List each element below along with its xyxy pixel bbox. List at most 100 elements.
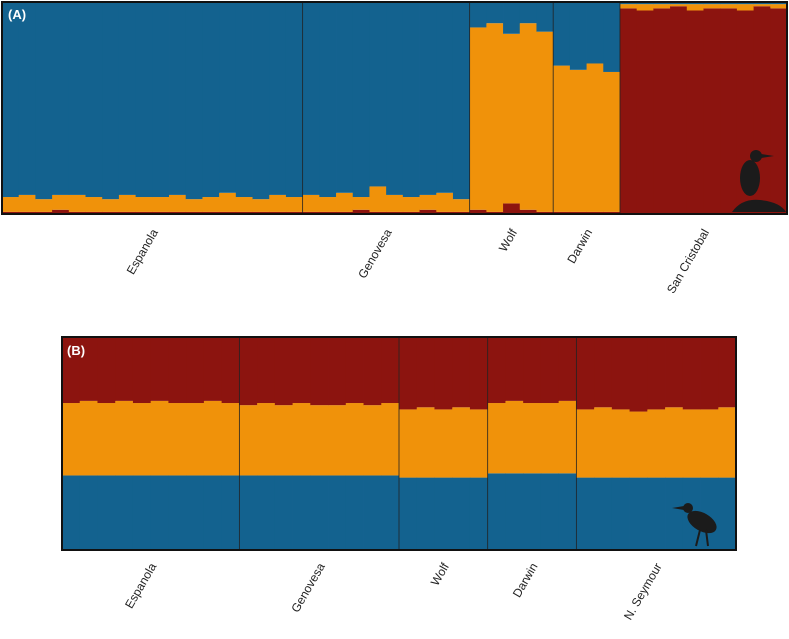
bird-silhouette: [732, 150, 786, 212]
bird-silhouette: [672, 503, 717, 547]
bar-segment: [363, 475, 382, 550]
bar-segment: [503, 33, 521, 204]
bar-segment: [469, 477, 489, 550]
bar-segment: [79, 475, 98, 550]
bar-segment: [703, 4, 721, 9]
bar-segment: [185, 211, 203, 214]
bar-segment: [611, 477, 630, 550]
bar-segment: [85, 2, 103, 198]
bar-segment: [285, 197, 304, 212]
bar-segment: [736, 2, 754, 5]
bar-segment: [540, 337, 560, 404]
bar-segment: [452, 211, 471, 214]
bar-segment: [553, 65, 571, 212]
bar-segment: [594, 337, 613, 408]
bar-segment: [636, 2, 654, 5]
bar-segment: [665, 407, 684, 478]
bar-segment: [150, 337, 169, 401]
bar-segment: [115, 400, 134, 476]
bar-segment: [285, 2, 304, 198]
bar-segment: [594, 477, 613, 550]
bar-segment: [274, 337, 293, 406]
bar-segment: [647, 477, 666, 550]
bar-segment: [770, 8, 788, 214]
rock: [732, 199, 786, 212]
bar-segment: [186, 475, 205, 550]
bar-segment: [79, 337, 98, 401]
bar-segment: [257, 475, 276, 550]
bar-segment: [503, 2, 521, 34]
bar-segment: [235, 2, 253, 198]
bar-segment: [419, 209, 437, 214]
bar-segment: [257, 337, 276, 404]
bar-segment: [202, 2, 220, 198]
bar-segment: [603, 2, 621, 72]
panel-label: (A): [8, 7, 26, 22]
plot: [1, 1, 788, 215]
group-label: Wolf: [496, 226, 520, 254]
bar-segment: [569, 2, 587, 70]
bar-segment: [169, 211, 187, 214]
bar-segment: [302, 194, 320, 212]
bar-segment: [336, 2, 354, 193]
bar-segment: [345, 403, 364, 476]
group-label: Darwin: [510, 561, 541, 600]
bar-segment: [603, 211, 621, 214]
bar-segment: [336, 192, 354, 212]
bar-segment: [219, 192, 237, 212]
group-label: Wolf: [428, 560, 452, 588]
bar-segment: [434, 409, 453, 478]
bar-segment: [102, 211, 120, 214]
bar-segment: [416, 337, 435, 408]
bar-segment: [257, 403, 276, 476]
bar-segment: [436, 192, 454, 212]
bar-segment: [150, 400, 169, 476]
bar-segment: [252, 211, 270, 214]
bar-segment: [235, 197, 253, 212]
bar-segment: [686, 10, 704, 215]
bar-segment: [252, 199, 270, 212]
group-label: Espanola: [124, 226, 161, 277]
panel-border: [61, 336, 737, 551]
bar-segment: [2, 2, 20, 198]
bird-legs: [695, 529, 709, 547]
bar-segment: [2, 211, 20, 214]
group-label: Genovesa: [355, 226, 395, 281]
bar-segment: [352, 197, 370, 210]
bar-segment: [221, 337, 240, 404]
bird-beak: [672, 506, 684, 510]
bar-segment: [35, 2, 53, 200]
bar-segment: [168, 475, 187, 550]
bar-segment: [118, 2, 137, 195]
bar-segment: [611, 409, 630, 478]
bar-segment: [416, 407, 435, 478]
bar-segment: [68, 2, 86, 195]
bar-segment: [553, 211, 571, 214]
bar-segment: [202, 211, 220, 214]
bar-segment: [505, 400, 524, 474]
bar-segment: [369, 211, 387, 214]
bar-segment: [540, 403, 560, 474]
bar-segment: [629, 477, 648, 550]
bar-segment: [720, 4, 738, 9]
bar-segment: [523, 403, 542, 474]
bar-segment: [523, 473, 542, 550]
bar-segment: [753, 4, 771, 7]
bar-segment: [97, 475, 116, 550]
bar-segment: [619, 4, 638, 9]
bar-segment: [469, 409, 489, 478]
panel-border: [1, 1, 788, 215]
bar-segment: [469, 27, 487, 210]
bar-segment: [487, 337, 506, 404]
bar-segment: [252, 2, 270, 200]
bar-segment: [239, 337, 258, 406]
bar-segment: [452, 337, 471, 408]
bar-segment: [269, 211, 287, 214]
bar-segment: [576, 337, 595, 410]
bar-segment: [203, 475, 223, 550]
bar-segment: [102, 199, 120, 212]
bar-segment: [274, 405, 293, 476]
bar-segment: [97, 337, 116, 404]
bar-segment: [18, 2, 36, 195]
bar-segment: [416, 477, 435, 550]
